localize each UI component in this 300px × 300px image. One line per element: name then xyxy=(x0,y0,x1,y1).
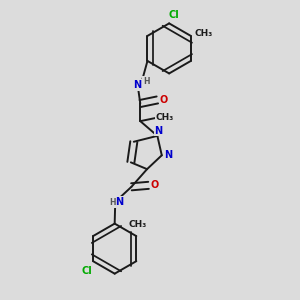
Text: CH₃: CH₃ xyxy=(195,29,213,38)
Text: Cl: Cl xyxy=(82,266,92,277)
Text: CH₃: CH₃ xyxy=(129,220,147,230)
Text: N: N xyxy=(115,197,123,207)
Text: O: O xyxy=(160,95,168,105)
Text: H: H xyxy=(109,198,116,207)
Text: O: O xyxy=(151,180,159,190)
Text: CH₃: CH₃ xyxy=(156,113,174,122)
Text: Cl: Cl xyxy=(168,10,179,20)
Text: N: N xyxy=(133,80,141,90)
Text: N: N xyxy=(154,126,163,136)
Text: N: N xyxy=(164,150,172,160)
Text: H: H xyxy=(143,77,149,86)
